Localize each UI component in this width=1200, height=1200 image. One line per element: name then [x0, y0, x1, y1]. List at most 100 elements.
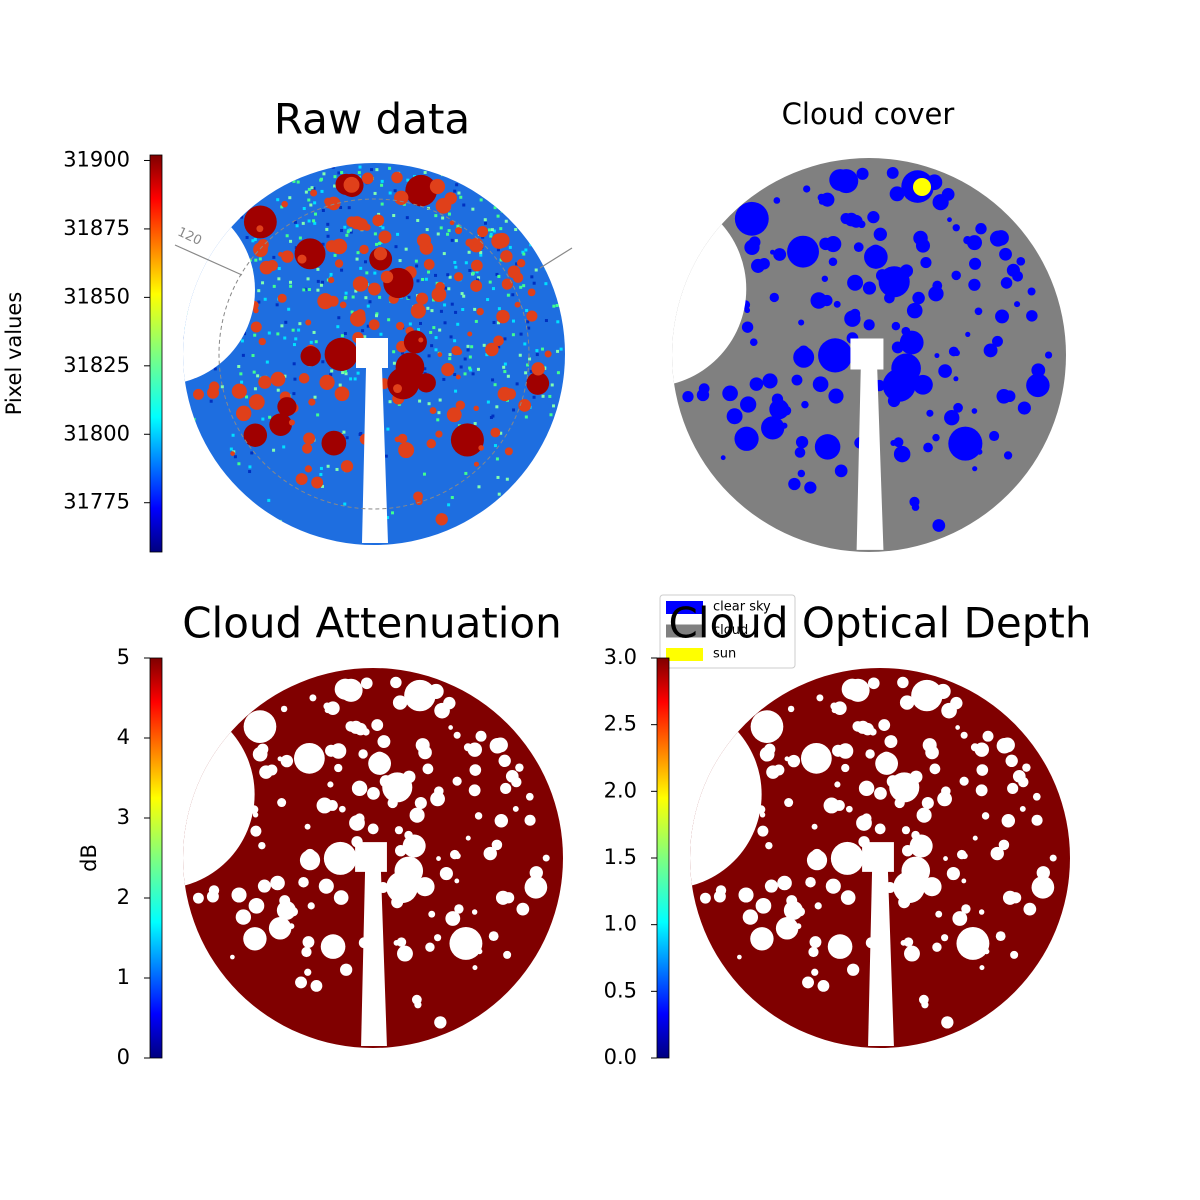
speckle: [563, 293, 565, 297]
speckle: [353, 377, 357, 381]
speckle: [532, 281, 536, 285]
blob: [975, 784, 988, 797]
speckle: [407, 295, 411, 299]
blob: [924, 841, 930, 847]
blob: [320, 934, 346, 959]
blob: [957, 849, 967, 860]
speckle: [485, 353, 489, 357]
speckle: [329, 272, 333, 276]
blob: [470, 259, 483, 272]
blob: [935, 683, 951, 699]
blob: [298, 373, 310, 384]
speckle: [460, 292, 464, 296]
blob: [770, 249, 776, 255]
speckle: [414, 259, 418, 263]
speckle: [556, 245, 560, 249]
speckle: [449, 335, 453, 339]
speckle: [416, 218, 420, 222]
blob: [230, 954, 235, 960]
speckle: [208, 219, 212, 223]
speckle: [313, 395, 317, 399]
speckle: [545, 194, 549, 198]
speckle: [529, 369, 533, 373]
blob: [1017, 401, 1031, 415]
blob: [956, 927, 990, 960]
speckle: [468, 268, 472, 272]
speckle: [443, 321, 447, 325]
blob: [435, 513, 448, 526]
colorbar-tick-label: 31850: [63, 284, 130, 308]
speckle: [320, 189, 324, 193]
speckle: [525, 308, 529, 312]
speckle: [359, 432, 363, 436]
speckle: [292, 179, 296, 183]
blob: [544, 350, 552, 358]
speckle: [442, 377, 446, 381]
blob: [975, 223, 987, 235]
blob: [346, 216, 358, 228]
speckle: [298, 322, 302, 326]
speckle: [343, 332, 347, 336]
speckle: [392, 350, 396, 354]
blob: [321, 430, 347, 456]
blob: [884, 735, 898, 749]
blob: [874, 823, 886, 835]
blob: [938, 364, 952, 378]
speckle: [198, 186, 202, 190]
speckle: [442, 252, 446, 256]
speckle: [479, 251, 483, 255]
blob: [453, 272, 464, 282]
blob: [932, 280, 943, 291]
speckle: [280, 205, 284, 209]
speckle: [366, 304, 370, 308]
speckle: [492, 229, 496, 233]
speckle: [470, 345, 474, 349]
blob: [308, 398, 316, 406]
blob: [805, 876, 816, 888]
speckle: [529, 210, 533, 214]
speckle: [471, 271, 475, 275]
blob: [451, 345, 461, 356]
blob: [787, 235, 819, 268]
blob: [769, 399, 790, 420]
speckle: [248, 258, 252, 262]
speckle: [448, 275, 452, 279]
speckle: [320, 484, 324, 488]
speckle: [252, 166, 256, 170]
blob: [504, 447, 513, 456]
speckle: [481, 185, 485, 189]
speckle: [450, 238, 454, 242]
speckle: [257, 300, 261, 304]
speckle: [561, 202, 565, 206]
blob: [428, 683, 444, 699]
speckle: [427, 354, 431, 358]
legend-swatch: [666, 601, 703, 614]
speckle: [370, 168, 374, 172]
speckle: [427, 402, 431, 406]
blob: [867, 211, 880, 224]
blob: [944, 410, 960, 426]
blob: [762, 373, 778, 389]
speckle: [501, 170, 505, 174]
blob: [817, 979, 830, 992]
speckle: [345, 233, 349, 237]
blob: [276, 900, 296, 920]
speckle: [502, 365, 506, 369]
blob: [491, 839, 503, 851]
blob: [941, 934, 949, 942]
blob: [893, 871, 925, 904]
blob: [259, 260, 274, 275]
blob: [277, 397, 297, 417]
speckle: [497, 492, 501, 496]
colorbar-tick-label: 31775: [63, 490, 130, 514]
blob: [297, 254, 307, 264]
blob: [270, 875, 285, 891]
blob: [496, 309, 510, 324]
blob: [435, 281, 445, 292]
blob: [395, 321, 405, 331]
speckle: [276, 388, 280, 392]
speckle: [473, 307, 477, 311]
speckle: [326, 464, 330, 468]
blob: [465, 238, 474, 247]
speckle: [243, 332, 247, 336]
